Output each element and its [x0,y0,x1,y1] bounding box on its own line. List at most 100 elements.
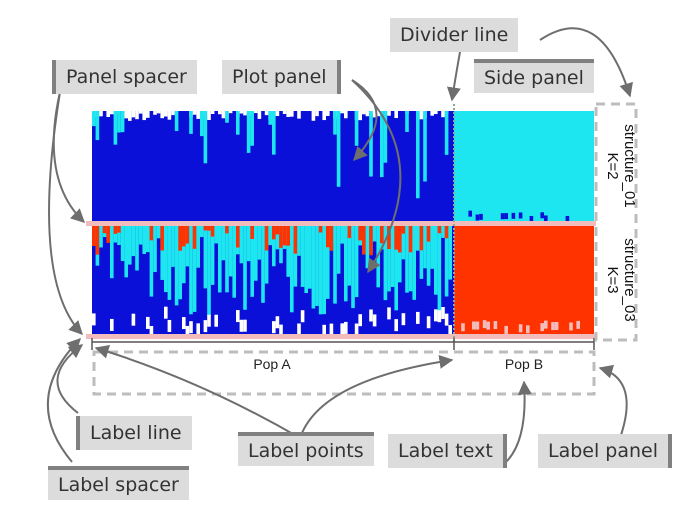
pop-a-label: Pop A [253,356,291,372]
k3-white [448,325,452,338]
arrow-plot-panel-2 [351,79,402,274]
k3-white [297,323,301,336]
callout-label-text: Label text [388,434,507,468]
k3-red [117,226,121,233]
k2-top-gap [218,111,222,115]
callout-label-panel: Label panel [538,434,673,468]
k3-white [214,314,218,327]
k3-red [394,226,398,250]
k2-top-gap [387,111,391,116]
strip-k-k2: K=2 [604,152,621,180]
k3-white [358,314,362,327]
k3-cyan [178,226,182,300]
k3-white [272,321,276,334]
k2-top-gap [430,111,434,116]
k3-red [419,226,424,251]
k2-top-gap [358,111,362,121]
k3-cyan [401,226,406,260]
k3-white [387,307,391,320]
k3-white [437,310,442,323]
k3-cyan [340,226,344,244]
k2-top-gap [196,111,200,119]
k3-side-pink [482,320,487,329]
k3-white [369,309,373,322]
pop-b-label: Pop B [504,356,544,372]
k3-white [236,310,240,323]
k3-red [369,226,373,256]
k3-cyan [192,226,197,312]
k3-white [401,313,406,326]
k3-cyan [318,226,323,315]
k3-white [344,321,348,334]
k2-top-gap [326,111,330,116]
k3-red [358,226,362,241]
k2-top-gap [372,111,377,118]
k3-white [444,313,449,326]
arrow-side-panel [539,27,633,98]
k3-side-pink [461,323,465,332]
k2-top-gap [192,111,197,115]
k3-red [185,226,190,244]
k2-cyan-spike [120,111,125,133]
k3-cyan [394,226,398,311]
k2-top-gap [164,111,168,117]
k3-white [434,309,438,322]
k3-cyan [264,226,269,284]
k2-cyan-spike [113,111,118,145]
arrow-panel-spacer-1 [52,91,86,223]
k3-red [444,226,449,239]
k2-top-gap [146,111,150,118]
k3-red [282,226,287,246]
k3-red [380,226,384,244]
k2-cyan-spike [272,111,276,155]
k3-red [106,226,110,243]
k2-side-background [454,111,594,221]
k2-top-gap [124,111,128,119]
k2-side-blue [475,214,480,221]
k3-red [178,226,182,251]
k2-top-gap [441,111,445,118]
k3-red [347,226,352,239]
k3-cyan [221,226,226,261]
callout-label-points: Label points [238,432,374,466]
k2-top-gap [243,111,247,116]
callout-panel-spacer: Panel spacer [52,60,197,94]
k3-red [264,226,269,251]
panel-spacer-strip [86,221,596,226]
k2-top-gap [322,111,326,121]
k3-cyan [387,226,391,292]
k2-cyan-spike [203,111,208,164]
k2-side-blue [479,213,483,220]
k3-white [131,313,136,326]
k3-red [329,226,334,251]
k3-cyan [239,226,244,264]
k3-cyan [124,226,128,278]
k3-cyan [203,226,208,289]
k3-cyan [390,226,395,287]
k3-cyan [210,226,215,285]
k2-cyan-spike [250,111,254,146]
k3-white [164,306,168,319]
k2-top-gap [153,111,157,115]
k3-white [329,323,334,336]
k3-cyan [344,226,348,302]
k3-cyan [336,226,341,274]
k3-white [416,311,420,324]
k3-cyan [448,226,452,280]
k3-cyan [160,226,164,280]
k2-top-gap [99,111,103,117]
k3-cyan [225,226,229,293]
k3-white [340,323,344,336]
k3-red [318,226,323,233]
k3-cyan [189,226,193,315]
k2-top-gap [419,111,424,120]
k3-cyan [207,226,211,316]
k2-cyan-spike [369,111,373,177]
k2-top-gap [160,111,164,119]
k2-cyan-spike [117,111,121,133]
k3-cyan [99,226,103,248]
k2-side-blue [544,215,548,222]
k3-cyan [300,226,305,287]
arrow-label-points-1 [94,345,301,439]
k3-side-background [454,226,594,334]
